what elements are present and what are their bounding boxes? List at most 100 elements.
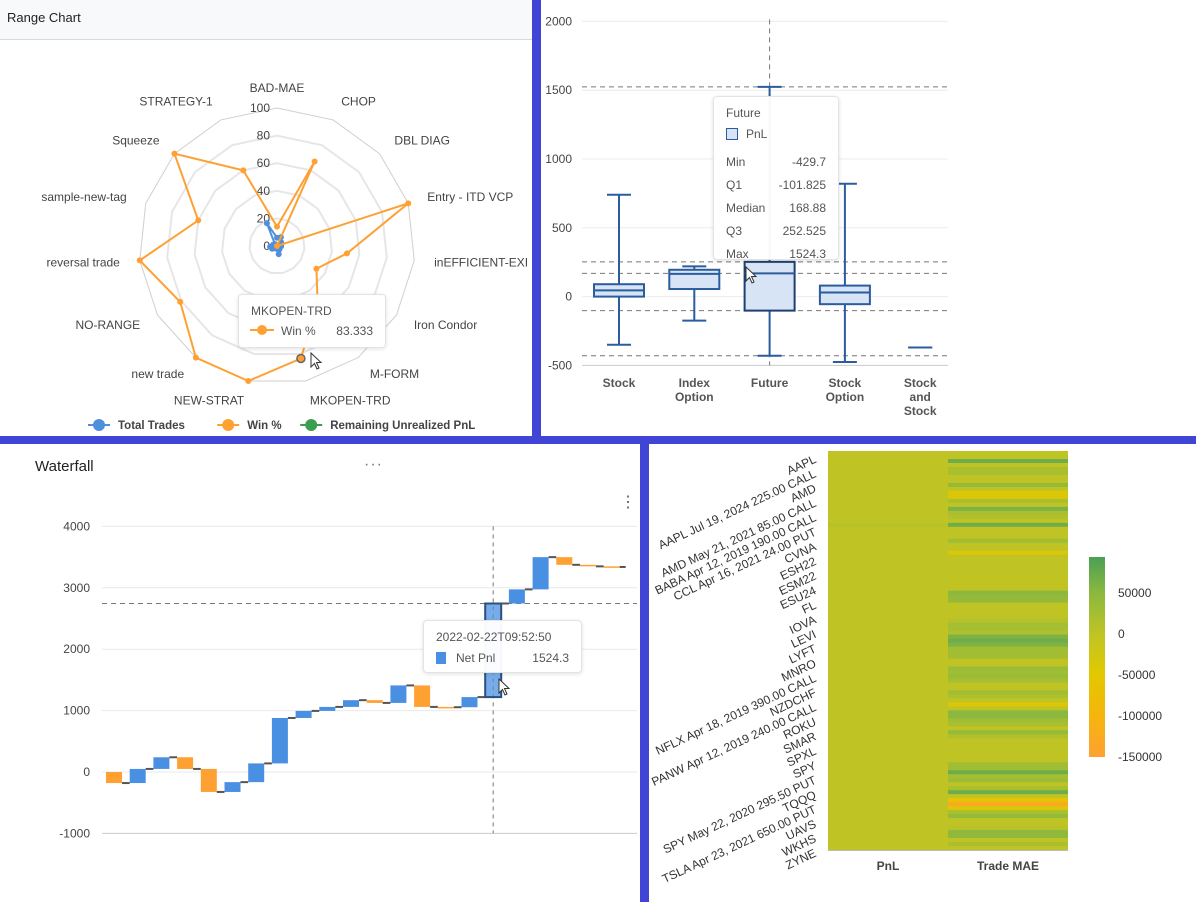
box-stock[interactable]	[593, 193, 645, 346]
heatmap-cell[interactable]	[828, 842, 948, 847]
heatmap-cell[interactable]	[948, 506, 1068, 512]
heatmap-cell[interactable]	[948, 630, 1068, 635]
waterfall-bar[interactable]	[106, 772, 122, 784]
waterfall-bar[interactable]	[508, 589, 525, 604]
waterfall-bar[interactable]	[177, 757, 194, 769]
heatmap-cell[interactable]	[948, 574, 1068, 580]
heatmap-cell[interactable]	[828, 770, 948, 775]
heatmap-cell[interactable]	[948, 466, 1068, 472]
heatmap-cell[interactable]	[828, 790, 948, 795]
heatmap-cell[interactable]	[828, 610, 948, 615]
heatmap-cell[interactable]	[948, 846, 1068, 851]
heatmap-cell[interactable]	[948, 486, 1068, 492]
heatmap-cell[interactable]	[948, 546, 1068, 552]
heatmap-cell[interactable]	[828, 706, 948, 711]
heatmap-cell[interactable]	[828, 726, 948, 731]
heatmap-cell[interactable]	[828, 514, 948, 520]
heatmap-cell[interactable]	[948, 626, 1068, 631]
heatmap-cell[interactable]	[948, 474, 1068, 480]
waterfall-bar[interactable]	[200, 768, 217, 792]
heatmap-cell[interactable]	[948, 510, 1068, 516]
heatmap-cell[interactable]	[828, 490, 948, 496]
box-index-option[interactable]	[668, 265, 721, 322]
heatmap-cell[interactable]	[828, 478, 948, 484]
heatmap-cell[interactable]	[948, 822, 1068, 827]
heatmap-cell[interactable]	[828, 614, 948, 619]
heatmap-cell[interactable]	[948, 666, 1068, 671]
heatmap-cell[interactable]	[828, 678, 948, 683]
heatmap-cell[interactable]	[828, 586, 948, 592]
waterfall-bar[interactable]	[295, 710, 312, 718]
heatmap-cell[interactable]	[828, 602, 948, 608]
heatmap-cell[interactable]	[948, 770, 1068, 775]
heatmap-cell[interactable]	[948, 694, 1068, 699]
heatmap-cell[interactable]	[828, 742, 948, 747]
heatmap-cell[interactable]	[828, 582, 948, 588]
heatmap-cell[interactable]	[948, 842, 1068, 847]
heatmap-cell[interactable]	[828, 774, 948, 779]
heatmap-cell[interactable]	[828, 826, 948, 831]
heatmap-cell[interactable]	[828, 814, 948, 819]
heatmap-cell[interactable]	[828, 782, 948, 787]
heatmap-cell[interactable]	[828, 646, 948, 651]
heatmap-cell[interactable]	[828, 674, 948, 679]
waterfall-bar[interactable]	[153, 757, 170, 769]
heatmap-cell[interactable]	[948, 790, 1068, 795]
heatmap-cell[interactable]	[948, 682, 1068, 687]
heatmap-cell[interactable]	[828, 470, 948, 476]
heatmap-cell[interactable]	[828, 666, 948, 671]
box-stock-option[interactable]	[818, 182, 871, 363]
heatmap-cell[interactable]	[828, 622, 948, 627]
heatmap-cell[interactable]	[828, 618, 948, 623]
heatmap-cell[interactable]	[948, 674, 1068, 679]
heatmap-cell[interactable]	[948, 678, 1068, 683]
heatmap-cell[interactable]	[828, 638, 948, 643]
heatmap-cell[interactable]	[828, 482, 948, 488]
heatmap-cell[interactable]	[828, 686, 948, 691]
heatmap-cell[interactable]	[828, 510, 948, 516]
heatmap-cell[interactable]	[828, 526, 948, 532]
waterfall-bar[interactable]	[366, 700, 383, 703]
heatmap-cell[interactable]	[948, 451, 1068, 456]
heatmap-cell[interactable]	[828, 670, 948, 675]
heatmap-cell[interactable]	[948, 618, 1068, 623]
heatmap-cell[interactable]	[948, 690, 1068, 695]
heatmap-cell[interactable]	[828, 830, 948, 835]
heatmap-cell[interactable]	[948, 746, 1068, 751]
heatmap-cell[interactable]	[828, 762, 948, 767]
heatmap-cell[interactable]	[948, 838, 1068, 843]
heatmap-cell[interactable]	[948, 802, 1068, 807]
heatmap-cell[interactable]	[948, 778, 1068, 783]
heatmap-cell[interactable]	[948, 646, 1068, 651]
heatmap-cell[interactable]	[948, 570, 1068, 576]
heatmap-cell[interactable]	[828, 606, 948, 611]
heatmap-cell[interactable]	[948, 642, 1068, 647]
heatmap-cell[interactable]	[828, 538, 948, 544]
heatmap-cell[interactable]	[828, 846, 948, 851]
heatmap-cell[interactable]	[948, 602, 1068, 608]
waterfall-bar[interactable]	[248, 763, 265, 783]
drag-handle-icon[interactable]: ···	[364, 456, 383, 473]
heatmap-cell[interactable]	[948, 718, 1068, 723]
heatmap-cell[interactable]	[948, 758, 1068, 763]
heatmap-cell[interactable]	[948, 530, 1068, 536]
heatmap-cell[interactable]	[828, 566, 948, 572]
heatmap-cell[interactable]	[828, 690, 948, 695]
waterfall-bar[interactable]	[129, 768, 146, 784]
heatmap-cell[interactable]	[828, 506, 948, 512]
heatmap-cell[interactable]	[948, 526, 1068, 532]
heatmap-cell[interactable]	[828, 682, 948, 687]
heatmap-cell[interactable]	[948, 818, 1068, 823]
heatmap-cell[interactable]	[948, 634, 1068, 639]
heatmap-cell[interactable]	[828, 634, 948, 639]
heatmap-cell[interactable]	[948, 490, 1068, 496]
waterfall-bar[interactable]	[556, 557, 573, 565]
heatmap-cell[interactable]	[828, 474, 948, 480]
heatmap-cell[interactable]	[828, 486, 948, 492]
heatmap-cell[interactable]	[828, 658, 948, 663]
heatmap-cell[interactable]	[828, 778, 948, 783]
heatmap-cell[interactable]	[828, 786, 948, 791]
heatmap-cell[interactable]	[948, 742, 1068, 747]
waterfall-bar[interactable]	[343, 700, 359, 707]
heatmap-cell[interactable]	[948, 806, 1068, 811]
